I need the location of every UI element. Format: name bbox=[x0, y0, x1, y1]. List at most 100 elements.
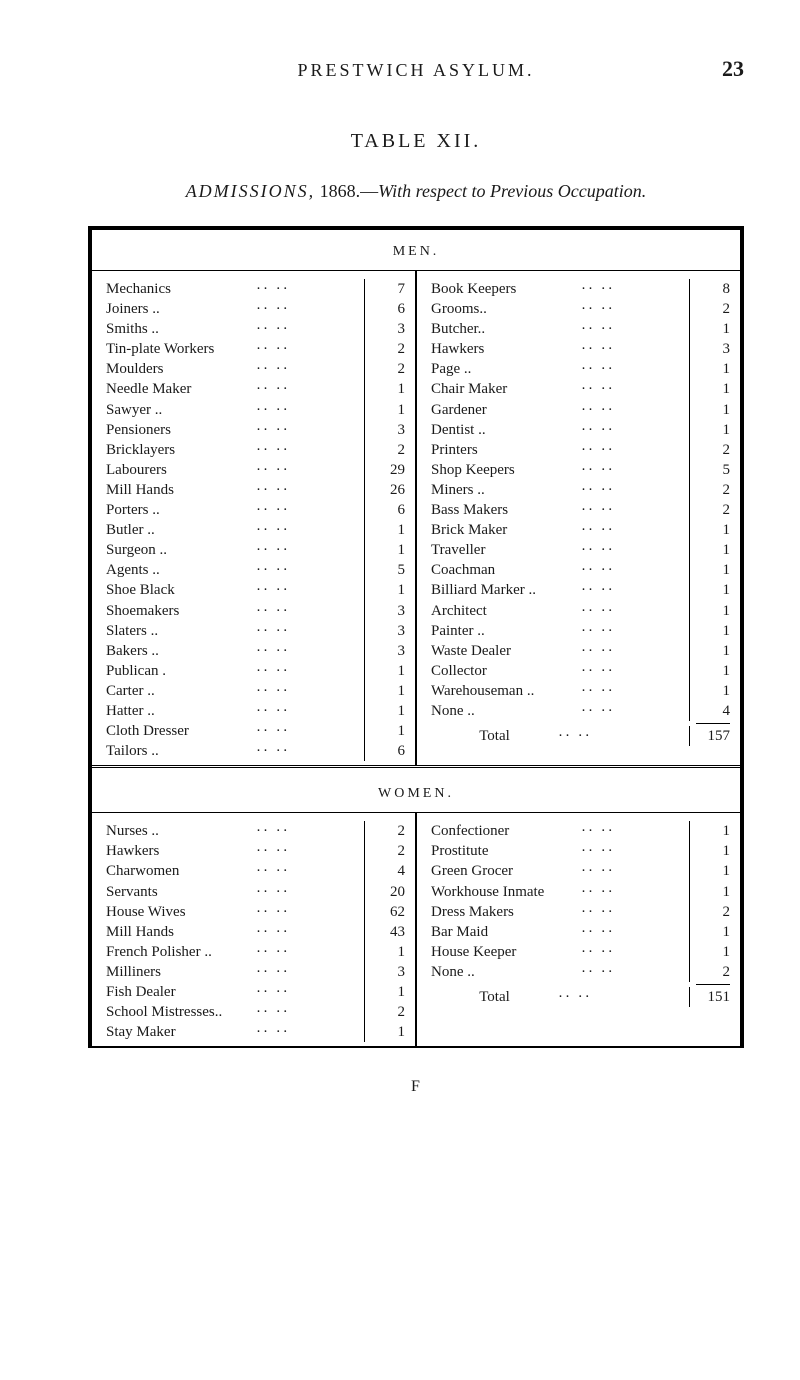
double-rule bbox=[92, 765, 740, 772]
leader-dots: ·· ·· bbox=[256, 480, 360, 500]
row-value: 1 bbox=[364, 540, 405, 560]
row-label: Tailors .. bbox=[106, 741, 256, 761]
row-label: Slaters .. bbox=[106, 621, 256, 641]
row-label: Carter .. bbox=[106, 681, 256, 701]
leader-dots: ·· ·· bbox=[581, 641, 685, 661]
row-value: 1 bbox=[364, 701, 405, 721]
leader-dots: ·· ·· bbox=[581, 420, 685, 440]
total-row: Total·· ··151 bbox=[431, 987, 730, 1007]
leader-dots: ·· ·· bbox=[581, 861, 685, 881]
row-label: Shop Keepers bbox=[431, 460, 581, 480]
table-row: Needle Maker·· ··1 bbox=[106, 379, 405, 399]
row-label: Grooms.. bbox=[431, 299, 581, 319]
row-value: 62 bbox=[364, 902, 405, 922]
row-value: 2 bbox=[364, 359, 405, 379]
leader-dots: ·· ·· bbox=[581, 882, 685, 902]
row-label: Traveller bbox=[431, 540, 581, 560]
table-row: Agents ..·· ··5 bbox=[106, 560, 405, 580]
row-label: Prostitute bbox=[431, 841, 581, 861]
table-row: Servants·· ··20 bbox=[106, 882, 405, 902]
subtitle-caps: ADMISSIONS, bbox=[186, 181, 315, 201]
row-value: 20 bbox=[364, 882, 405, 902]
row-label: Publican . bbox=[106, 661, 256, 681]
leader-dots: ·· ·· bbox=[581, 942, 685, 962]
row-value: 1 bbox=[689, 942, 730, 962]
row-label: Cloth Dresser bbox=[106, 721, 256, 741]
women-right-col: Confectioner·· ··1Prostitute·· ··1Green … bbox=[416, 813, 740, 1046]
table-row: Joiners ..·· ··6 bbox=[106, 299, 405, 319]
row-label: Architect bbox=[431, 601, 581, 621]
subtitle-year: 1868.— bbox=[315, 181, 378, 201]
row-label: Waste Dealer bbox=[431, 641, 581, 661]
table-row: French Polisher ..·· ··1 bbox=[106, 942, 405, 962]
leader-dots: ·· ·· bbox=[256, 279, 360, 299]
table-row: House Wives·· ··62 bbox=[106, 902, 405, 922]
leader-dots: ·· ·· bbox=[558, 726, 685, 746]
row-value: 4 bbox=[689, 701, 730, 721]
leader-dots: ·· ·· bbox=[256, 902, 360, 922]
leader-dots: ·· ·· bbox=[256, 741, 360, 761]
row-value: 3 bbox=[689, 339, 730, 359]
table-row: Bricklayers·· ··2 bbox=[106, 440, 405, 460]
row-label: Mechanics bbox=[106, 279, 256, 299]
table-row: Coachman·· ··1 bbox=[431, 560, 730, 580]
men-heading: MEN. bbox=[92, 230, 740, 270]
row-label: Tin-plate Workers bbox=[106, 339, 256, 359]
men-left-col: Mechanics·· ··7Joiners ..·· ··6Smiths ..… bbox=[92, 271, 416, 765]
leader-dots: ·· ·· bbox=[256, 821, 360, 841]
row-value: 2 bbox=[364, 1002, 405, 1022]
leader-dots: ·· ·· bbox=[256, 962, 360, 982]
table-row: Dentist ..·· ··1 bbox=[431, 420, 730, 440]
row-value: 1 bbox=[689, 520, 730, 540]
row-label: Workhouse Inmate bbox=[431, 882, 581, 902]
table-row: Workhouse Inmate·· ··1 bbox=[431, 882, 730, 902]
row-label: Collector bbox=[431, 661, 581, 681]
row-value: 2 bbox=[689, 500, 730, 520]
row-value: 1 bbox=[364, 1022, 405, 1042]
table-row: Stay Maker·· ··1 bbox=[106, 1022, 405, 1042]
leader-dots: ·· ·· bbox=[256, 1002, 360, 1022]
leader-dots: ·· ·· bbox=[256, 721, 360, 741]
row-value: 1 bbox=[689, 882, 730, 902]
table-row: Chair Maker·· ··1 bbox=[431, 379, 730, 399]
leader-dots: ·· ·· bbox=[256, 1022, 360, 1042]
row-value: 3 bbox=[364, 641, 405, 661]
leader-dots: ·· ·· bbox=[256, 681, 360, 701]
leader-dots: ·· ·· bbox=[256, 982, 360, 1002]
table-row: Warehouseman ..·· ··1 bbox=[431, 681, 730, 701]
row-label: Printers bbox=[431, 440, 581, 460]
leader-dots: ·· ·· bbox=[581, 480, 685, 500]
row-value: 26 bbox=[364, 480, 405, 500]
row-value: 1 bbox=[364, 982, 405, 1002]
row-value: 1 bbox=[689, 621, 730, 641]
leader-dots: ·· ·· bbox=[256, 420, 360, 440]
row-value: 43 bbox=[364, 922, 405, 942]
row-value: 1 bbox=[364, 379, 405, 399]
table-row: Tailors ..·· ··6 bbox=[106, 741, 405, 761]
row-label: Hatter .. bbox=[106, 701, 256, 721]
leader-dots: ·· ·· bbox=[256, 359, 360, 379]
table-row: Surgeon ..·· ··1 bbox=[106, 540, 405, 560]
row-label: Billiard Marker .. bbox=[431, 580, 581, 600]
row-value: 29 bbox=[364, 460, 405, 480]
leader-dots: ·· ·· bbox=[256, 621, 360, 641]
row-value: 3 bbox=[364, 962, 405, 982]
row-label: Bricklayers bbox=[106, 440, 256, 460]
row-label: Servants bbox=[106, 882, 256, 902]
row-value: 1 bbox=[689, 400, 730, 420]
table-row: None ..·· ··2 bbox=[431, 962, 730, 982]
leader-dots: ·· ·· bbox=[581, 841, 685, 861]
page: PRESTWICH ASYLUM. 23 TABLE XII. ADMISSIO… bbox=[0, 0, 800, 1380]
leader-dots: ·· ·· bbox=[581, 601, 685, 621]
row-value: 1 bbox=[689, 841, 730, 861]
leader-dots: ·· ·· bbox=[256, 400, 360, 420]
men-right-col: Book Keepers·· ··8Grooms..·· ··2Butcher.… bbox=[416, 271, 740, 765]
row-value: 1 bbox=[689, 379, 730, 399]
table-label: TABLE XII. bbox=[88, 130, 744, 153]
row-label: Mill Hands bbox=[106, 480, 256, 500]
leader-dots: ·· ·· bbox=[581, 440, 685, 460]
row-label: Bass Makers bbox=[431, 500, 581, 520]
table-row: Waste Dealer·· ··1 bbox=[431, 641, 730, 661]
row-label: Chair Maker bbox=[431, 379, 581, 399]
table-row: Bakers ..·· ··3 bbox=[106, 641, 405, 661]
